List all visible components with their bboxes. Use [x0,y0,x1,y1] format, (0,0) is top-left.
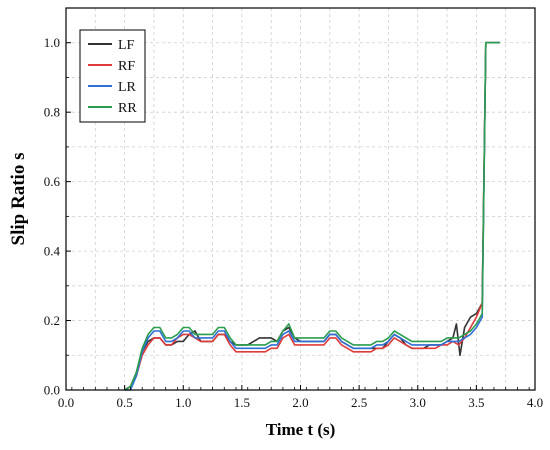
series-line-rr [124,41,500,391]
x-tick-label: 4.0 [527,395,543,410]
y-tick-label: 0.8 [44,105,60,120]
y-tick-label: 0.4 [44,244,61,259]
x-tick-label: 2.5 [351,395,367,410]
plot-series [124,41,500,391]
x-tick-label: 3.0 [410,395,426,410]
y-tick-label: 0.2 [44,313,60,328]
y-tick-label: 0.6 [44,174,61,189]
x-tick-label: 2.0 [292,395,308,410]
x-tick-label: 3.5 [468,395,484,410]
legend-label-lf: LF [118,38,135,53]
x-tick-label: 1.5 [234,395,250,410]
x-axis-title: Time t (s) [266,420,336,439]
legend: LF RF LR RR [79,29,146,123]
x-tick-label: 0.0 [58,395,74,410]
y-tick-label: 1.0 [44,35,60,50]
legend-label-rf: RF [118,59,135,74]
x-tick-label: 0.5 [117,395,133,410]
legend-label-rr: RR [118,101,137,116]
axis-ticks: 0.0 0.5 1.0 1.5 2.0 2.5 3.0 3.5 4.0 0.0 0.2 0.4 0.6 0… [44,7,543,410]
series-line-rf [124,41,500,391]
series-line-lr [124,41,500,391]
y-axis-title: Slip Ratio s [8,153,29,246]
x-tick-label: 1.0 [175,395,191,410]
legend-label-lr: LR [118,80,137,95]
y-tick-label: 0.0 [44,383,60,398]
